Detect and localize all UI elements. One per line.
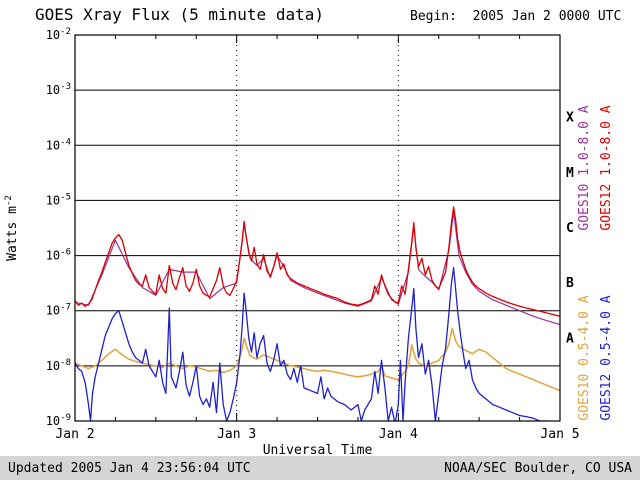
y-tick-label: 10-3 (46, 82, 71, 97)
y-tick-label: 10-4 (46, 137, 71, 152)
x-tick-label: Jan 2 (55, 427, 94, 442)
page-title: GOES Xray Flux (5 minute data) (35, 5, 324, 24)
legend-goes10-0-5-4-0-a: GOES10 0.5-4.0 A (577, 295, 592, 420)
flare-class-label: B (566, 276, 574, 291)
legend-goes10-1-0-8-0-a: GOES10 1.0-8.0 A (577, 105, 592, 230)
legend-goes12-0-5-4-0-a: GOES12 0.5-4.0 A (599, 295, 614, 420)
x-tick-label: Jan 4 (379, 427, 418, 442)
flare-class-label: X (566, 111, 574, 126)
x-axis-title: Universal Time (263, 443, 373, 456)
updated-timestamp: Updated 2005 Jan 4 23:56:04 UTC (8, 460, 251, 476)
x-tick-label: Jan 3 (217, 427, 256, 442)
series-goes12-1-0-8-0-a (75, 206, 560, 317)
y-tick-label: 10-8 (46, 358, 71, 373)
begin-timestamp: Begin: 2005 Jan 2 0000 UTC (410, 9, 622, 24)
x-tick-label: Jan 5 (540, 427, 579, 442)
plot-frame (74, 34, 561, 422)
flare-class-label: A (566, 331, 574, 346)
y-tick-label: 10-5 (46, 192, 71, 207)
series-goes12-0-5-4-0-a (75, 267, 550, 421)
y-tick-label: 10-7 (46, 303, 71, 318)
y-tick-label: 10-6 (46, 248, 71, 263)
footer-bar: Updated 2005 Jan 4 23:56:04 UTC NOAA/SEC… (0, 456, 640, 480)
legend-goes12-1-0-8-0-a: GOES12 1.0-8.0 A (599, 105, 614, 230)
y-tick-label: 10-9 (46, 413, 71, 428)
y-axis-title: Watts m-2 (4, 195, 20, 261)
series-goes10-0-5-4-0-a (75, 327, 560, 392)
source-credit: NOAA/SEC Boulder, CO USA (444, 460, 632, 476)
series-goes10-1-0-8-0-a (75, 210, 560, 326)
flare-class-label: M (566, 166, 574, 181)
y-tick-label: 10-2 (46, 27, 71, 42)
flare-class-label: C (566, 221, 574, 236)
